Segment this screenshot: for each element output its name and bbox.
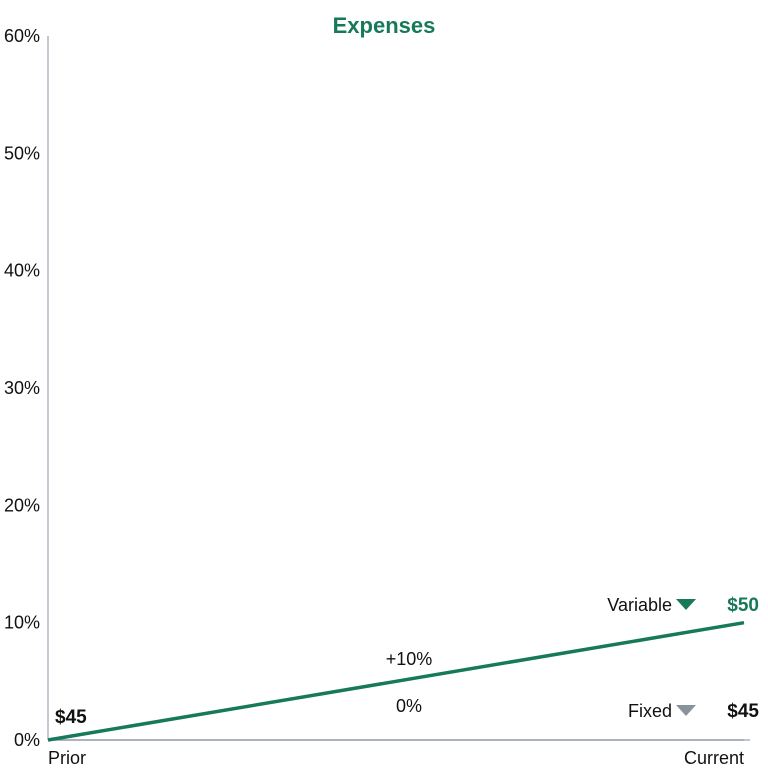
series-lines <box>47 620 745 742</box>
y-tick-label: 10% <box>4 613 40 633</box>
y-tick-label: 0% <box>14 730 40 750</box>
chart-title: Expenses <box>333 13 436 38</box>
end-value-label-variable: $50 <box>727 595 759 616</box>
y-tick-label: 20% <box>4 495 40 515</box>
y-axis-ticks: 0% 10% 20% 30% 40% 50% 60% <box>4 26 40 750</box>
axes <box>47 36 750 741</box>
change-label-fixed: 0% <box>396 696 422 716</box>
y-tick-label: 60% <box>4 26 40 46</box>
x-tick-label: Prior <box>48 748 86 768</box>
legend-label-variable: Variable <box>607 595 672 615</box>
change-label-variable: +10% <box>386 649 433 669</box>
y-tick-label: 50% <box>4 143 40 163</box>
y-tick-label: 30% <box>4 378 40 398</box>
end-value-label-fixed: $45 <box>727 701 759 722</box>
series-labels: $45 Variable $50 Fixed $45 +10% 0% <box>55 595 759 728</box>
x-axis-ticks: Prior Current <box>48 748 744 768</box>
x-tick-label: Current <box>684 748 744 768</box>
series-line-variable <box>47 620 745 742</box>
legend-marker-fixed <box>676 705 696 716</box>
legend-marker-variable <box>676 599 696 610</box>
y-tick-label: 40% <box>4 261 40 281</box>
start-value-label: $45 <box>55 707 87 728</box>
legend-label-fixed: Fixed <box>628 701 672 721</box>
